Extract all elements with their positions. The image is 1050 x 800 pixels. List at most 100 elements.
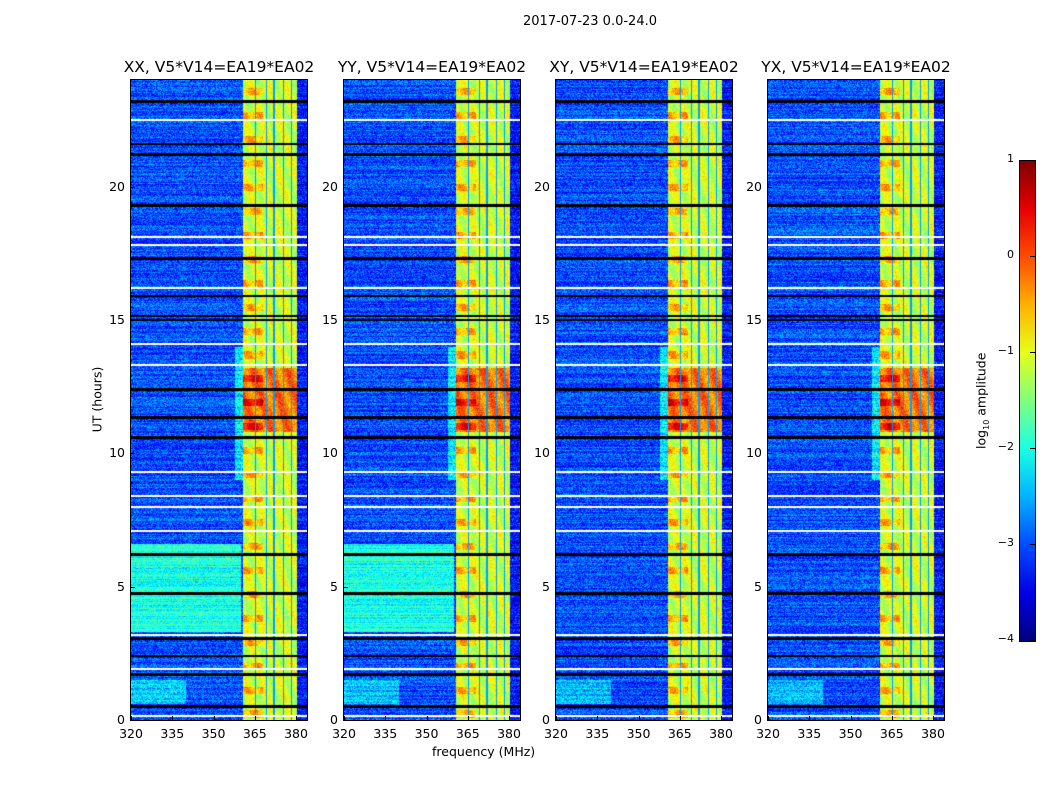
- heatmap-image: [768, 80, 944, 720]
- x-tick-label: 365: [455, 726, 480, 741]
- x-tick-mark: [809, 716, 811, 720]
- y-tick-label: 5: [542, 578, 550, 594]
- heatmap-panel: [130, 79, 308, 721]
- x-tick-label: 365: [879, 726, 904, 741]
- x-tick-mark: [933, 716, 934, 720]
- panel-title: XY, V5*V14=EA19*EA02: [549, 58, 739, 76]
- y-tick-mark: [131, 586, 135, 588]
- y-tick-mark: [768, 453, 772, 455]
- x-tick-label: 350: [414, 726, 439, 741]
- x-tick-label: 380: [921, 726, 945, 741]
- x-tick-label: 335: [797, 726, 822, 741]
- y-tick-label: 5: [754, 578, 762, 594]
- y-tick-label: 15: [746, 312, 762, 327]
- y-tick-label: 5: [330, 578, 338, 594]
- colorbar-tick-mark: [1030, 544, 1035, 545]
- colorbar-tick-mark: [1030, 160, 1035, 161]
- x-tick-label: 320: [544, 726, 568, 741]
- y-tick-label: 15: [534, 312, 550, 327]
- x-tick-mark: [296, 716, 297, 720]
- y-tick-mark: [768, 586, 772, 588]
- y-tick-mark: [131, 720, 135, 721]
- heatmap-image: [344, 80, 520, 720]
- y-tick-label: 10: [746, 445, 762, 461]
- x-tick-label: 335: [160, 726, 185, 741]
- colorbar: [1019, 160, 1036, 642]
- x-tick-mark: [721, 716, 722, 720]
- colorbar-tick-mark: [1030, 352, 1035, 353]
- heatmap-image: [556, 80, 732, 720]
- x-tick-label: 380: [709, 726, 733, 741]
- x-tick-label: 335: [585, 726, 610, 741]
- x-tick-mark: [679, 716, 681, 720]
- x-tick-mark: [344, 716, 345, 720]
- x-tick-mark: [891, 716, 893, 720]
- y-tick-label: 0: [117, 712, 125, 727]
- x-tick-label: 320: [119, 726, 143, 741]
- x-tick-label: 350: [626, 726, 651, 741]
- y-tick-mark: [344, 586, 348, 588]
- y-tick-label: 0: [330, 712, 338, 727]
- y-tick-label: 20: [322, 178, 338, 194]
- panel-title: XX, V5*V14=EA19*EA02: [123, 58, 315, 76]
- y-axis-label: UT (hours): [89, 366, 105, 433]
- y-tick-label: 10: [534, 445, 550, 461]
- x-tick-label: 380: [284, 726, 308, 741]
- y-tick-mark: [556, 453, 560, 455]
- colorbar-tick-mark: [1030, 640, 1035, 641]
- y-tick-label: 10: [109, 445, 125, 461]
- panel-title: YY, V5*V14=EA19*EA02: [337, 58, 527, 76]
- x-tick-label: 350: [838, 726, 863, 741]
- panel-title: YX, V5*V14=EA19*EA02: [761, 58, 951, 76]
- y-tick-mark: [131, 186, 135, 188]
- x-tick-mark: [597, 716, 599, 720]
- x-tick-mark: [768, 716, 769, 720]
- y-tick-mark: [768, 720, 772, 721]
- x-tick-mark: [556, 716, 557, 720]
- x-tick-label: 380: [497, 726, 521, 741]
- y-tick-label: 20: [746, 178, 762, 194]
- x-tick-mark: [638, 716, 640, 720]
- heatmap-panel: [767, 79, 945, 721]
- colorbar-tick-label: 1: [1007, 152, 1014, 165]
- y-tick-label: 20: [534, 178, 550, 194]
- y-tick-mark: [556, 586, 560, 588]
- colorbar-tick-label: −2: [997, 440, 1014, 453]
- y-tick-mark: [556, 186, 560, 188]
- colorbar-tick-mark: [1030, 256, 1035, 257]
- colorbar-tick-mark: [1030, 448, 1035, 449]
- colorbar-label: log10 amplitude: [973, 352, 991, 449]
- colorbar-tick-label: −4: [997, 632, 1014, 645]
- colorbar-tick-label: 0: [1007, 248, 1014, 261]
- x-tick-mark: [254, 716, 256, 720]
- y-tick-label: 15: [322, 312, 338, 327]
- y-tick-label: 5: [117, 578, 125, 594]
- x-tick-label: 320: [756, 726, 780, 741]
- x-tick-label: 350: [201, 726, 226, 741]
- x-tick-label: 365: [667, 726, 692, 741]
- y-tick-mark: [344, 720, 348, 721]
- heatmap-image: [131, 80, 307, 720]
- x-tick-mark: [509, 716, 510, 720]
- x-tick-mark: [172, 716, 174, 720]
- x-tick-mark: [426, 716, 428, 720]
- y-tick-mark: [131, 320, 135, 321]
- y-tick-mark: [556, 320, 560, 321]
- x-tick-mark: [131, 716, 132, 720]
- x-axis-label: frequency (MHz): [432, 744, 536, 759]
- x-tick-mark: [213, 716, 215, 720]
- x-tick-label: 320: [332, 726, 356, 741]
- y-tick-mark: [768, 320, 772, 321]
- y-tick-mark: [344, 186, 348, 188]
- heatmap-panel: [555, 79, 733, 721]
- x-tick-label: 365: [242, 726, 267, 741]
- y-tick-label: 20: [109, 178, 125, 194]
- x-tick-label: 335: [373, 726, 398, 741]
- y-tick-mark: [344, 320, 348, 321]
- y-tick-mark: [768, 186, 772, 188]
- heatmap-panel: [343, 79, 521, 721]
- colorbar-tick-label: −1: [997, 344, 1014, 357]
- y-tick-label: 0: [542, 712, 550, 727]
- y-tick-mark: [556, 720, 560, 721]
